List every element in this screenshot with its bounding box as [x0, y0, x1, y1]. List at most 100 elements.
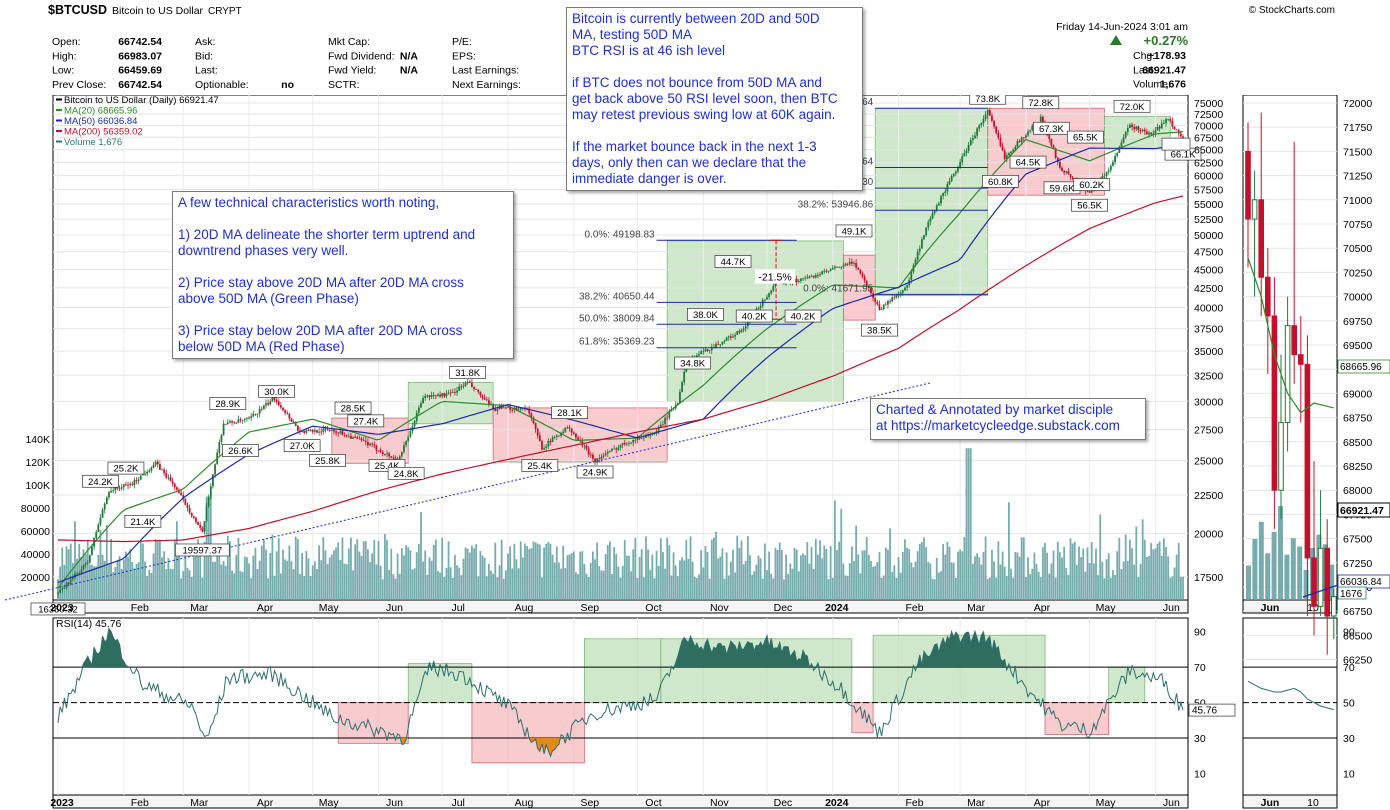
volume-bar — [178, 551, 180, 600]
candle-body — [61, 588, 64, 590]
volume-bar — [127, 556, 129, 600]
price-tick-label: 37500 — [1194, 324, 1223, 336]
note-credit: Charted & Annotated by market disciple a… — [870, 398, 1146, 440]
volume-bar — [447, 541, 450, 600]
volume-bar — [237, 537, 240, 600]
candle-body — [139, 475, 142, 480]
volume-bar — [787, 574, 790, 600]
volume-bar — [1020, 537, 1023, 600]
volume-bar — [1165, 547, 1167, 600]
candle-body — [156, 461, 159, 465]
volume-bar — [666, 537, 669, 600]
candle-body — [763, 299, 766, 301]
x-tick-label-rsi: Jun — [1163, 797, 1180, 809]
volume-bar — [483, 557, 486, 600]
price-label: 72.8K — [1028, 98, 1053, 109]
volume-bar — [551, 554, 554, 600]
price-label: 44.7K — [721, 257, 746, 268]
candle-body — [199, 524, 202, 528]
volume-bar — [475, 544, 478, 600]
zoom-tick-label: 68250 — [1343, 461, 1372, 473]
volume-bar — [250, 578, 253, 600]
volume-bar — [103, 560, 106, 600]
price-label-box — [1067, 130, 1104, 144]
candle-body — [704, 349, 707, 352]
volume-bar — [1065, 567, 1068, 600]
volume-bar — [161, 557, 163, 600]
zoom-volume-bar — [1278, 506, 1283, 600]
volume-bar — [341, 537, 344, 600]
volume-bar — [375, 564, 378, 600]
candle-body — [630, 442, 633, 444]
candle-body — [634, 439, 637, 441]
candle-body — [759, 305, 762, 308]
volume-bar — [645, 536, 647, 600]
x-tick-label-rsi: 2023 — [50, 797, 74, 809]
quote-value: 66742.54 — [118, 79, 162, 91]
tag-close: 66921.47 — [1340, 505, 1384, 517]
volume-bar — [1025, 577, 1027, 600]
x-tick-label: 2023 — [50, 602, 74, 614]
drawdown-label: -21.5% — [758, 272, 791, 284]
candle-body — [645, 434, 647, 438]
candle-body — [507, 406, 509, 408]
volume-bar — [1010, 568, 1012, 600]
candle-body — [541, 441, 543, 450]
volume-bar — [838, 541, 841, 600]
volume-bar — [976, 553, 979, 600]
volume-bar — [657, 565, 660, 600]
candle-body — [997, 132, 1000, 138]
candle-body — [954, 171, 957, 174]
candle-body — [260, 408, 263, 410]
right-label: Chg: — [1133, 50, 1155, 62]
volume-bar — [710, 539, 713, 600]
candle-body — [899, 292, 902, 295]
candle-body — [980, 122, 983, 126]
volume-bar — [139, 540, 142, 600]
volume-bar — [146, 575, 149, 600]
candle-body — [562, 431, 565, 434]
volume-bar — [602, 570, 605, 600]
candle-body — [551, 437, 554, 443]
volume-bar — [437, 570, 439, 600]
volume-bar — [409, 550, 412, 600]
volume-bar — [309, 576, 312, 600]
zoom-candle-body — [1317, 547, 1324, 607]
candle-body — [1025, 135, 1027, 138]
volume-bar — [1139, 563, 1142, 600]
candle-body — [84, 563, 87, 566]
price-label: 73.8K — [975, 94, 1000, 105]
volume-bar — [296, 538, 299, 600]
price-label: 19597.37 — [183, 545, 223, 556]
volume-bar — [1084, 571, 1087, 600]
volume-bar — [543, 547, 545, 600]
candle-body — [152, 465, 155, 468]
volume-bar — [887, 549, 889, 600]
quote-value: 66742.54 — [118, 36, 162, 48]
volume-bar — [698, 574, 700, 600]
candle-body — [122, 484, 125, 488]
volume-tick-label: 40000 — [21, 549, 50, 561]
tag-ma20: 68665.96 — [1340, 362, 1382, 373]
candle-body — [76, 573, 79, 575]
volume-bar — [940, 571, 942, 600]
candle-body — [286, 412, 289, 414]
volume-bar — [413, 568, 416, 600]
quote-value: N/A — [400, 65, 419, 77]
volume-bar — [144, 561, 146, 600]
volume-bar — [396, 553, 399, 600]
candle-body — [850, 261, 853, 264]
zoom-candle-body — [1258, 199, 1265, 278]
volume-bar — [1107, 553, 1110, 600]
volume-bar — [723, 578, 726, 600]
volume-bar — [1177, 542, 1180, 600]
zoom-x-label-rsi: 10 — [1307, 797, 1319, 809]
candle-body — [1101, 176, 1104, 180]
candle-body — [948, 180, 951, 185]
candle-body — [1135, 126, 1138, 130]
candle-body — [952, 173, 955, 177]
price-tick-label: 40000 — [1194, 303, 1223, 315]
candle-body — [1069, 174, 1072, 178]
volume-bar — [517, 568, 520, 600]
price-tick-label: 42500 — [1194, 283, 1223, 295]
